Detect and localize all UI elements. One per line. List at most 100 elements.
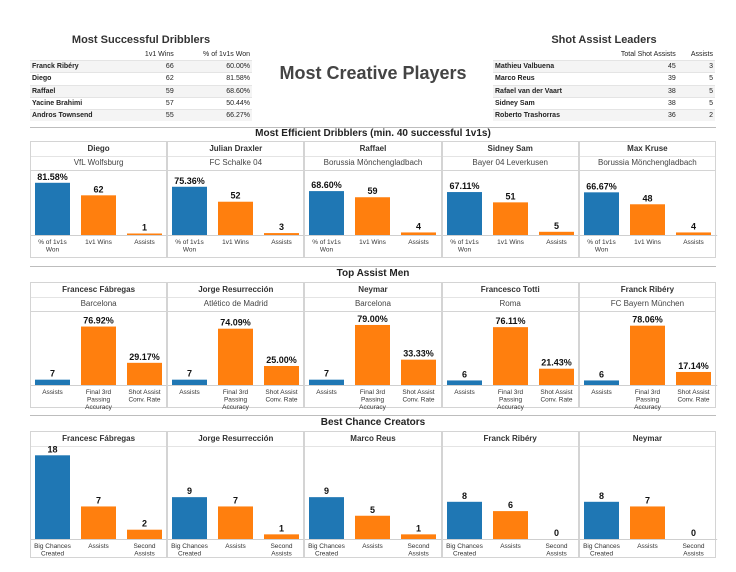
- category-label: % of 1v1s Won: [175, 239, 204, 254]
- category-label-line: Assists: [500, 543, 521, 550]
- bar: [583, 192, 619, 235]
- category-label: Assists: [42, 389, 63, 396]
- club-name: Borussia Mönchengladbach: [305, 156, 441, 171]
- player-panel: Raffael Borussia Mönchengladbach 68.60% % o…: [304, 141, 443, 258]
- column-header: [493, 49, 594, 61]
- category-label: Assists: [271, 239, 292, 246]
- bar-value-label: 0: [691, 528, 696, 538]
- bar: [309, 191, 345, 235]
- category-label-line: Passing: [636, 397, 660, 404]
- bar: [355, 197, 391, 235]
- category-label: Assists: [546, 239, 567, 246]
- player-panel: Franck Ribéry 8 Big Chances Created 6 Assists…: [441, 431, 580, 558]
- table-header-row: Total Shot Assists Assists: [493, 49, 715, 61]
- category-label: Final 3rd Passing Accuracy: [85, 389, 112, 411]
- player-name-cell: Roberto Trashorras: [495, 112, 560, 120]
- player-name: Franck Ribéry: [579, 283, 715, 298]
- category-label: Assists: [500, 543, 521, 550]
- category-label-line: Assists: [317, 389, 338, 396]
- player-panel: Neymar 8 Big Chances Created 7 Assists 0 Second…: [578, 431, 717, 558]
- table-row: Roberto Trashorras 36 2: [493, 109, 715, 122]
- category-label-line: Passing: [361, 397, 385, 404]
- bar-value-label: 68.60%: [312, 180, 343, 190]
- bar-value-label: 5: [554, 221, 559, 231]
- table-row: Marco Reus 39 5: [493, 72, 715, 85]
- section-divider: [30, 127, 716, 128]
- category-label: 1v1 Wins: [360, 239, 387, 246]
- bar: [446, 192, 482, 235]
- category-label-line: Accuracy: [360, 404, 387, 411]
- club-name: Roma: [442, 297, 578, 312]
- bar-value-label: 75.36%: [174, 176, 205, 186]
- table-row: Andros Townsend 55 66.27%: [30, 109, 252, 122]
- category-label-line: Assists: [409, 239, 430, 246]
- club-name: Barcelona: [305, 297, 441, 312]
- category-label-line: Accuracy: [85, 404, 112, 411]
- category-label-line: Assists: [683, 551, 704, 558]
- bar-chart: 67.11% % of 1v1s Won 51 1v1 Wins 5 Assists: [442, 181, 580, 254]
- player-panel: Sidney Sam Bayer 04 Leverkusen 67.11% % of …: [441, 141, 580, 258]
- category-label-line: Final 3rd: [360, 389, 386, 396]
- category-label: Shot Assist Conv. Rate: [677, 389, 709, 404]
- table-row: Raffael 59 68.60%: [30, 85, 252, 98]
- shot-assist-table-title: Shot Assist Leaders: [551, 34, 657, 46]
- category-label: Big Chances Created: [171, 543, 209, 558]
- bar: [127, 362, 162, 385]
- player-panel: Francesc Fábregas Barcelona 7 Assists 76.92%…: [30, 282, 169, 411]
- bar: [538, 368, 574, 385]
- category-label: Assists: [591, 389, 612, 396]
- category-label-line: Won: [457, 247, 471, 254]
- bar-value-label: 7: [96, 495, 101, 505]
- category-label: Assists: [454, 389, 475, 396]
- column-header: Assists: [690, 51, 713, 58]
- bar: [538, 231, 574, 235]
- category-label-line: Accuracy: [222, 404, 249, 411]
- bar: [264, 233, 300, 235]
- category-label-line: Conv. Rate: [540, 397, 572, 404]
- category-label-line: Final 3rd: [635, 389, 661, 396]
- bar: [492, 327, 528, 385]
- bar: [218, 506, 254, 539]
- bar-value-label: 17.14%: [678, 361, 709, 371]
- category-label-line: % of 1v1s: [450, 239, 479, 246]
- category-label-line: Shot Assist: [266, 389, 298, 396]
- bar: [81, 195, 116, 235]
- value-cell: 2: [709, 112, 713, 120]
- value-cell: 5: [709, 87, 713, 95]
- category-label-line: Big Chances: [446, 543, 484, 550]
- bar-value-label: 21.43%: [541, 358, 572, 368]
- category-label: 1v1 Wins: [497, 239, 524, 246]
- bar-value-label: 5: [370, 505, 375, 515]
- player-name: Neymar: [579, 432, 715, 447]
- player-name-cell: Franck Ribéry: [32, 63, 79, 71]
- bar-value-label: 51: [505, 191, 515, 201]
- bar-value-label: 33.33%: [404, 349, 435, 359]
- club-name: VfL Wolfsburg: [31, 156, 167, 171]
- player-panel: Max Kruse Borussia Mönchengladbach 66.67%%…: [578, 141, 717, 258]
- bar: [127, 529, 162, 539]
- category-label: Second Assists: [271, 543, 293, 558]
- player-panel: Julian Draxler FC Schalke 04 75.36% % of 1v…: [167, 141, 306, 258]
- table-row: Yacine Brahimi 57 50.44%: [30, 97, 252, 109]
- bar: [35, 455, 70, 539]
- category-label-line: 1v1 Wins: [360, 239, 387, 246]
- category-label-line: Conv. Rate: [266, 397, 298, 404]
- bar: [583, 380, 619, 385]
- category-label-line: Conv. Rate: [403, 397, 435, 404]
- category-label-line: Shot Assist: [540, 389, 572, 396]
- category-label: Assists: [409, 239, 430, 246]
- bar-value-label: 4: [416, 221, 421, 231]
- category-label-line: Final 3rd: [223, 389, 249, 396]
- category-label-line: Won: [46, 247, 60, 254]
- bar: [218, 328, 254, 385]
- category-label-line: Accuracy: [634, 404, 661, 411]
- category-label-line: Won: [595, 247, 609, 254]
- bar: [81, 326, 116, 385]
- bar-value-label: 1: [142, 223, 147, 233]
- category-label-line: Big Chances: [171, 543, 209, 550]
- category-label: Final 3rd Passing Accuracy: [360, 389, 387, 411]
- player-name: Franck Ribéry: [442, 432, 578, 447]
